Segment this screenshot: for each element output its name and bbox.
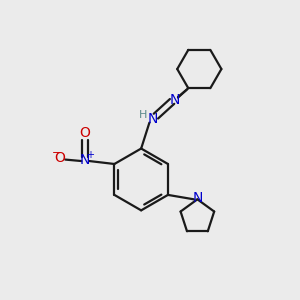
Text: O: O	[80, 126, 90, 140]
Text: −: −	[52, 148, 62, 158]
Text: N: N	[80, 153, 90, 166]
Text: +: +	[86, 150, 94, 160]
Text: N: N	[148, 112, 158, 126]
Text: N: N	[192, 191, 203, 205]
Text: O: O	[55, 152, 65, 165]
Text: N: N	[170, 93, 180, 107]
Text: H: H	[139, 110, 148, 120]
